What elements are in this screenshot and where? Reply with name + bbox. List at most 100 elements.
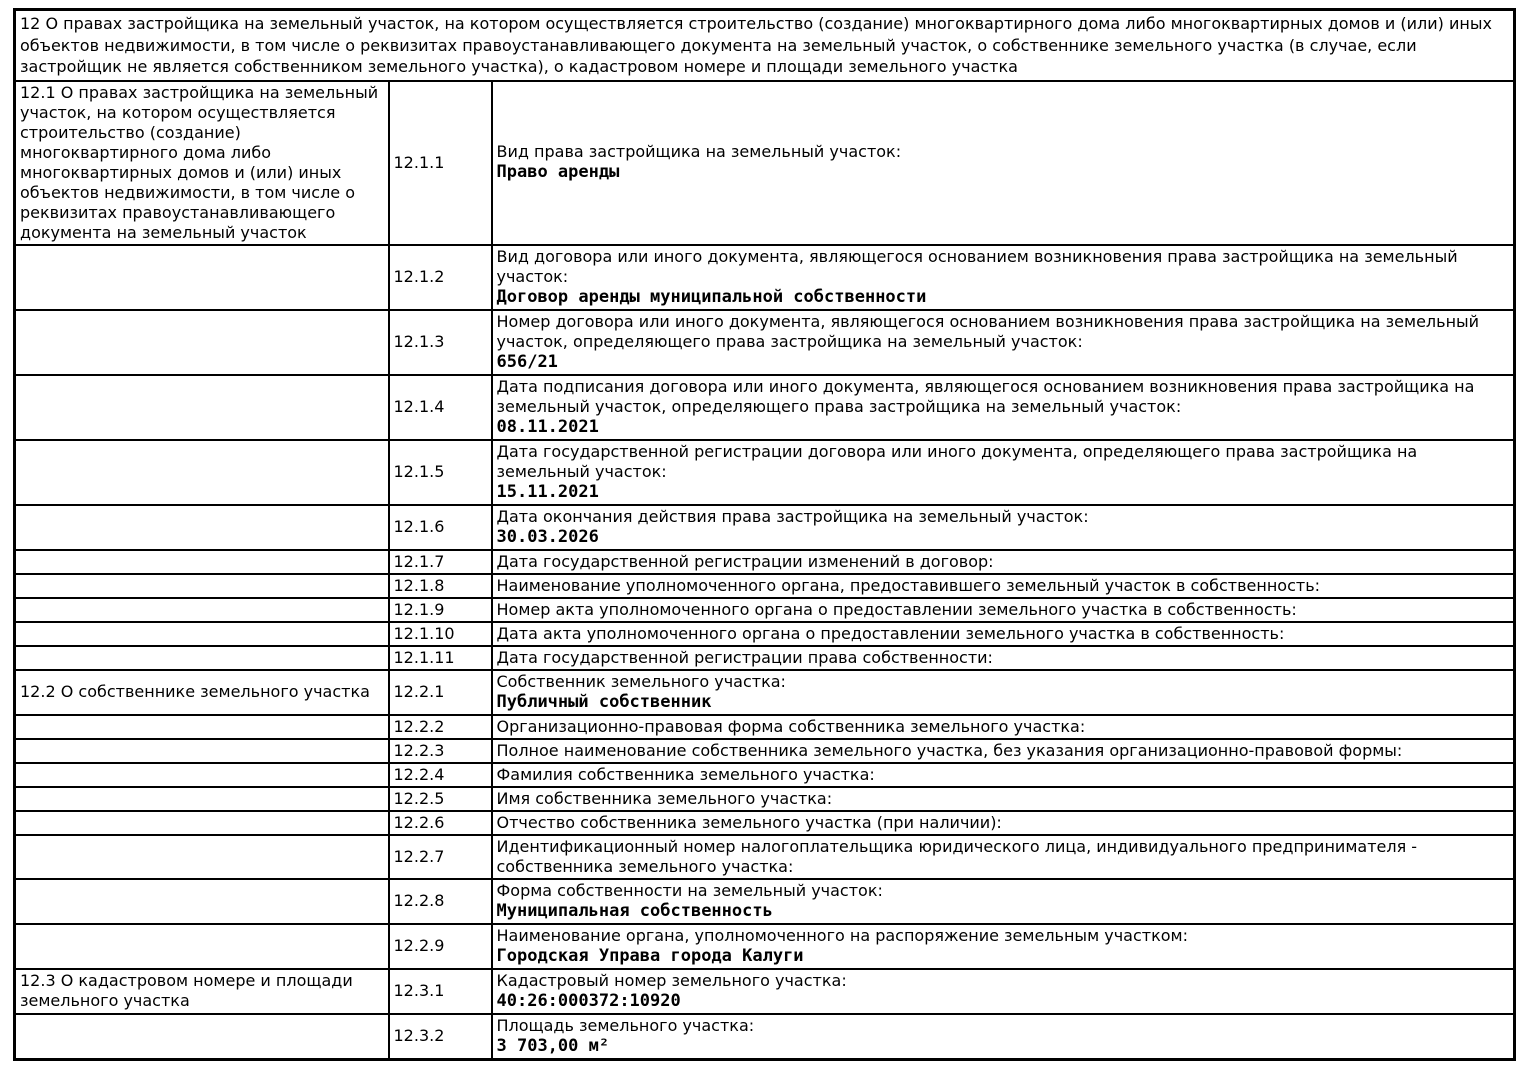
content-cell: Полное наименование собственника земельн… <box>490 737 1516 764</box>
field-label: Кадастровый номер земельного участка: <box>496 970 847 990</box>
content-cell: Фамилия собственника земельного участка: <box>490 761 1516 788</box>
table-row: 12.2.4 Фамилия собственника земельного уч… <box>13 761 1516 788</box>
table-row: 12.3.2 Площадь земельного участка: 3 703,0… <box>13 1012 1516 1060</box>
table-row: 12.3 О кадастровом номере и площади земе… <box>13 967 1516 1015</box>
content-cell: Дата государственной регистрации права с… <box>490 644 1516 671</box>
field-label: Организационно-правовая форма собственни… <box>496 716 1086 736</box>
section-cell <box>13 438 390 506</box>
code-cell: 12.2.4 <box>387 761 493 788</box>
field-label: Дата государственной регистрации договор… <box>496 441 1418 481</box>
table-row: 12.2.9 Наименование органа, уполномоченно… <box>13 922 1516 970</box>
field-label: Дата государственной регистрации изменен… <box>496 551 994 571</box>
field-label: Дата государственной регистрации права с… <box>496 647 993 667</box>
section-cell: 12.1 О правах застройщика на земельный у… <box>13 79 390 246</box>
content-cell: Вид права застройщика на земельный участ… <box>490 79 1516 246</box>
code-cell: 12.2.3 <box>387 737 493 764</box>
section-cell <box>13 833 390 880</box>
field-label: Вид договора или иного документа, являющ… <box>496 246 1458 286</box>
field-label: Фамилия собственника земельного участка: <box>496 764 875 784</box>
table-row: 12.1.7 Дата государственной регистрации и… <box>13 548 1516 575</box>
code-cell: 12.1.9 <box>387 596 493 623</box>
code-cell: 12.2.5 <box>387 785 493 812</box>
code-cell: 12.1.10 <box>387 620 493 647</box>
section-cell <box>13 785 390 812</box>
table-row: 12.1.6 Дата окончания действия права заст… <box>13 503 1516 551</box>
field-label: Наименование уполномоченного органа, пре… <box>496 575 1321 595</box>
table-row: 12.2.7 Идентификационный номер налогоплат… <box>13 833 1516 880</box>
field-label: Вид права застройщика на земельный участ… <box>496 142 902 161</box>
content-cell: Дата акта уполномоченного органа о предо… <box>490 620 1516 647</box>
content-cell: Наименование уполномоченного органа, пре… <box>490 572 1516 599</box>
field-label: Номер договора или иного документа, явля… <box>496 311 1480 351</box>
field-label: Дата окончания действия права застройщик… <box>496 506 1089 526</box>
content-cell: Номер договора или иного документа, явля… <box>490 308 1516 376</box>
section-cell: 12.2 О собственнике земельного участка <box>13 668 390 716</box>
field-value: 08.11.2021 <box>496 416 599 437</box>
table-row: 12.1.9 Номер акта уполномоченного органа … <box>13 596 1516 623</box>
field-label: Собственник земельного участка: <box>496 671 786 691</box>
content-cell: Форма собственности на земельный участок… <box>490 877 1516 925</box>
content-cell: Имя собственника земельного участка: <box>490 785 1516 812</box>
code-cell: 12.1.6 <box>387 503 493 551</box>
field-label: Форма собственности на земельный участок… <box>496 880 883 900</box>
content-cell: Дата государственной регистрации изменен… <box>490 548 1516 575</box>
field-value: Публичный собственник <box>496 691 712 712</box>
section-cell <box>13 572 390 599</box>
content-cell: Отчество собственника земельного участка… <box>490 809 1516 836</box>
code-cell: 12.2.6 <box>387 809 493 836</box>
section-cell <box>13 713 390 740</box>
table-row: 12.2.6 Отчество собственника земельного у… <box>13 809 1516 836</box>
code-cell: 12.1.11 <box>387 644 493 671</box>
field-value: Муниципальная собственность <box>496 900 773 921</box>
table-row: 12.2.8 Форма собственности на земельный у… <box>13 877 1516 925</box>
content-cell: Вид договора или иного документа, являющ… <box>490 243 1516 311</box>
code-cell: 12.1.1 <box>387 79 493 246</box>
table-row: 12.1.8 Наименование уполномоченного орган… <box>13 572 1516 599</box>
code-cell: 12.1.4 <box>387 373 493 441</box>
field-label: Номер акта уполномоченного органа о пред… <box>496 599 1297 619</box>
section-cell: 12.3 О кадастровом номере и площади земе… <box>13 967 390 1015</box>
content-cell: Номер акта уполномоченного органа о пред… <box>490 596 1516 623</box>
content-cell: Идентификационный номер налогоплательщик… <box>490 833 1516 880</box>
table-row: 12.2.3 Полное наименование собственника з… <box>13 737 1516 764</box>
code-cell: 12.2.7 <box>387 833 493 880</box>
section-cell <box>13 503 390 551</box>
code-cell: 12.1.7 <box>387 548 493 575</box>
code-cell: 12.2.8 <box>387 877 493 925</box>
table-row: 12.2.5 Имя собственника земельного участк… <box>13 785 1516 812</box>
field-label: Площадь земельного участка: <box>496 1015 755 1035</box>
table-row: 12.2.2 Организационно-правовая форма собс… <box>13 713 1516 740</box>
table-row: 12.1.5 Дата государственной регистрации д… <box>13 438 1516 506</box>
content-cell: Кадастровый номер земельного участка: 40:… <box>490 967 1516 1015</box>
field-value: 15.11.2021 <box>496 481 599 502</box>
table-row: 12.1.10 Дата акта уполномоченного органа … <box>13 620 1516 647</box>
section-cell <box>13 644 390 671</box>
content-cell: Площадь земельного участка: 3 703,00 м² <box>490 1012 1516 1060</box>
field-value: 30.03.2026 <box>496 526 599 547</box>
content-cell: Собственник земельного участка: Публичный… <box>490 668 1516 716</box>
content-cell: Дата окончания действия права застройщик… <box>490 503 1516 551</box>
code-cell: 12.2.9 <box>387 922 493 970</box>
declaration-table: 12 О правах застройщика на земельный уча… <box>13 8 1517 1061</box>
content-cell: Наименование органа, уполномоченного на … <box>490 922 1516 970</box>
section-cell <box>13 596 390 623</box>
content-cell: Дата государственной регистрации договор… <box>490 438 1516 506</box>
code-cell: 12.1.2 <box>387 243 493 311</box>
section-cell <box>13 243 390 311</box>
table-row: 12.1 О правах застройщика на земельный у… <box>13 79 1516 246</box>
code-cell: 12.3.1 <box>387 967 493 1015</box>
field-label: Дата подписания договора или иного докум… <box>496 376 1475 416</box>
field-value: 656/21 <box>496 351 558 372</box>
field-label: Имя собственника земельного участка: <box>496 788 833 808</box>
section-cell <box>13 373 390 441</box>
content-cell: Организационно-правовая форма собственни… <box>490 713 1516 740</box>
field-label: Полное наименование собственника земельн… <box>496 740 1403 760</box>
field-label: Дата акта уполномоченного органа о предо… <box>496 623 1285 643</box>
table-body: 12.1 О правах застройщика на земельный у… <box>13 79 1516 1060</box>
code-cell: 12.3.2 <box>387 1012 493 1060</box>
code-cell: 12.1.3 <box>387 308 493 376</box>
section-cell <box>13 809 390 836</box>
table-row: 12.1.4 Дата подписания договора или иного… <box>13 373 1516 441</box>
section-cell <box>13 620 390 647</box>
